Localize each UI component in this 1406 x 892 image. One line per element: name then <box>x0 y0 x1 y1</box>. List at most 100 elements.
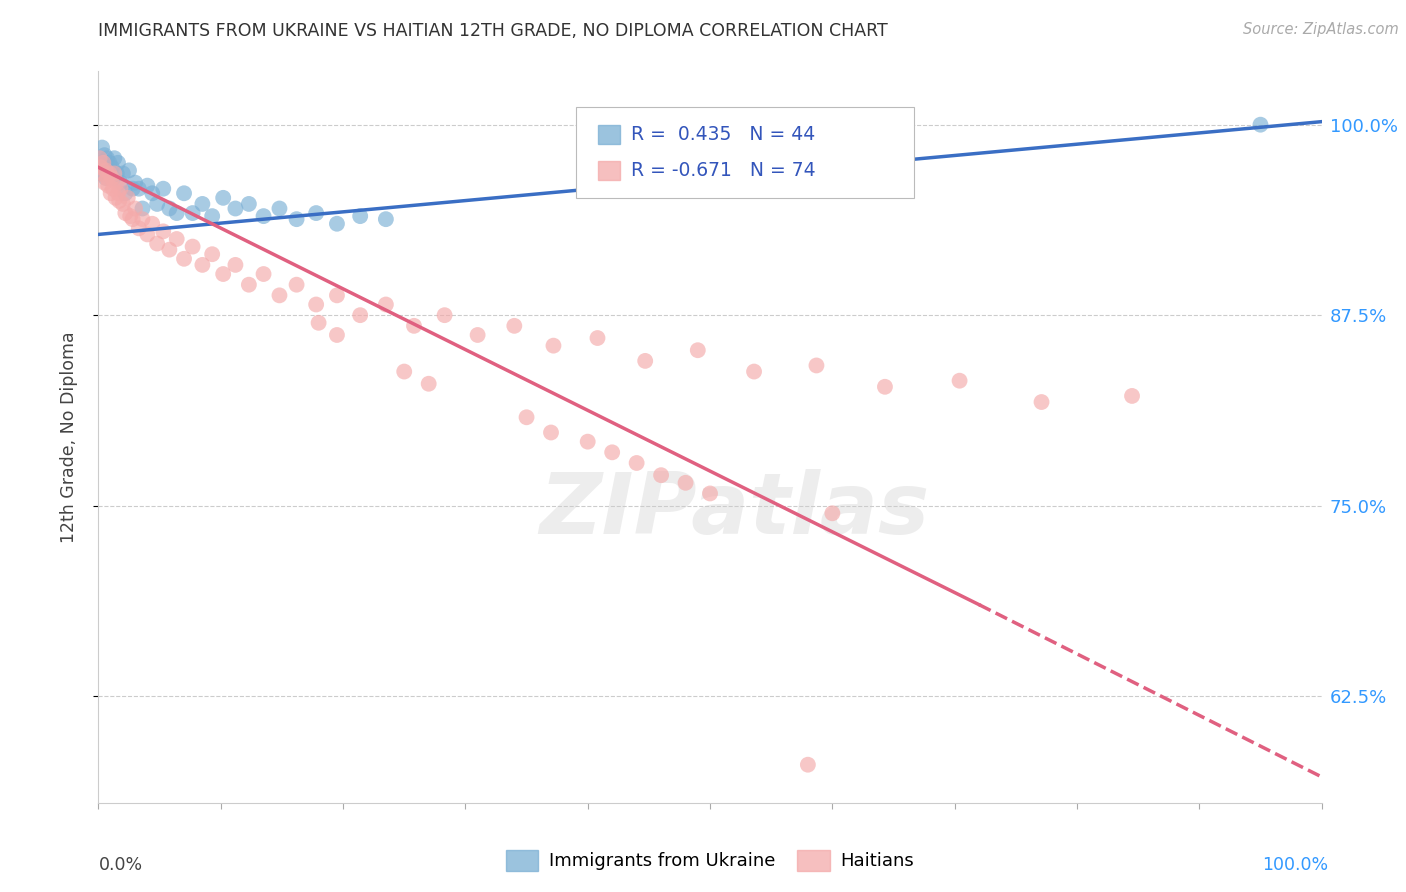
Point <box>821 506 844 520</box>
Text: Source: ZipAtlas.com: Source: ZipAtlas.com <box>1243 22 1399 37</box>
Point <box>111 197 134 211</box>
Point <box>141 217 163 231</box>
Point <box>374 212 396 227</box>
Point <box>131 202 153 216</box>
Point <box>650 468 672 483</box>
Point <box>101 161 124 175</box>
Point <box>600 445 623 459</box>
Point <box>124 176 146 190</box>
Point <box>94 171 117 186</box>
Point <box>121 182 143 196</box>
Point <box>269 288 291 302</box>
Point <box>93 148 115 162</box>
Point <box>503 318 526 333</box>
Point <box>285 212 308 227</box>
Point <box>146 197 169 211</box>
Point <box>90 166 112 180</box>
Point <box>101 171 124 186</box>
Point <box>212 267 235 281</box>
Point <box>104 191 127 205</box>
Point <box>349 308 371 322</box>
Point <box>166 206 188 220</box>
Point <box>191 258 214 272</box>
Point <box>873 380 896 394</box>
Point <box>128 221 150 235</box>
Point <box>141 186 163 201</box>
Point <box>634 354 657 368</box>
Point <box>94 163 117 178</box>
Point <box>120 209 142 223</box>
Point <box>374 297 396 311</box>
Point <box>101 171 124 186</box>
Point <box>166 232 188 246</box>
Point <box>114 186 136 201</box>
Point <box>91 161 114 175</box>
Point <box>110 176 132 190</box>
Point <box>418 376 440 391</box>
Text: ZIPatlas: ZIPatlas <box>540 468 929 552</box>
Point <box>110 182 132 196</box>
Point <box>107 155 129 169</box>
Point <box>91 155 114 169</box>
Point <box>97 178 120 193</box>
Point <box>433 308 456 322</box>
Point <box>100 166 122 180</box>
Point <box>1121 389 1143 403</box>
Point <box>212 191 235 205</box>
Point <box>308 316 330 330</box>
Point <box>252 209 274 223</box>
Point <box>201 247 224 261</box>
Point <box>201 209 224 223</box>
Point <box>103 151 125 165</box>
Point <box>136 178 159 193</box>
Point <box>576 434 599 449</box>
Point <box>948 374 970 388</box>
Point <box>586 331 609 345</box>
Point <box>675 475 697 490</box>
Point <box>191 197 214 211</box>
Point <box>96 171 118 186</box>
Point <box>131 212 153 227</box>
Point <box>108 194 131 208</box>
Text: 0.0%: 0.0% <box>98 856 142 874</box>
Point <box>540 425 562 440</box>
Y-axis label: 12th Grade, No Diploma: 12th Grade, No Diploma <box>59 331 77 543</box>
Point <box>742 365 765 379</box>
Point <box>305 297 328 311</box>
Point <box>181 206 204 220</box>
Point <box>285 277 308 292</box>
Point <box>326 288 349 302</box>
Point <box>89 151 111 165</box>
Point <box>238 277 260 292</box>
Point <box>349 209 371 223</box>
Point <box>515 410 537 425</box>
Point <box>1249 118 1271 132</box>
Point <box>238 197 260 211</box>
Point <box>173 252 195 266</box>
Point <box>252 267 274 281</box>
Point <box>326 328 349 343</box>
Point <box>269 202 291 216</box>
Point <box>101 182 124 196</box>
Point <box>543 338 565 352</box>
Point <box>91 140 114 154</box>
Point <box>89 155 111 169</box>
Point <box>686 343 709 358</box>
Point <box>136 227 159 242</box>
Point <box>797 757 820 772</box>
Point <box>121 212 143 227</box>
Point <box>111 166 134 180</box>
Point <box>90 161 112 175</box>
Text: 100.0%: 100.0% <box>1263 856 1329 874</box>
Point <box>100 186 122 201</box>
Point <box>103 166 125 180</box>
Point <box>96 151 118 165</box>
Point <box>152 182 174 196</box>
Text: R = -0.671   N = 74: R = -0.671 N = 74 <box>631 161 815 180</box>
Point <box>806 359 828 373</box>
Text: R =  0.435   N = 44: R = 0.435 N = 44 <box>631 125 815 144</box>
Point <box>157 243 180 257</box>
Point <box>467 328 489 343</box>
Point <box>146 236 169 251</box>
Point <box>305 206 328 220</box>
